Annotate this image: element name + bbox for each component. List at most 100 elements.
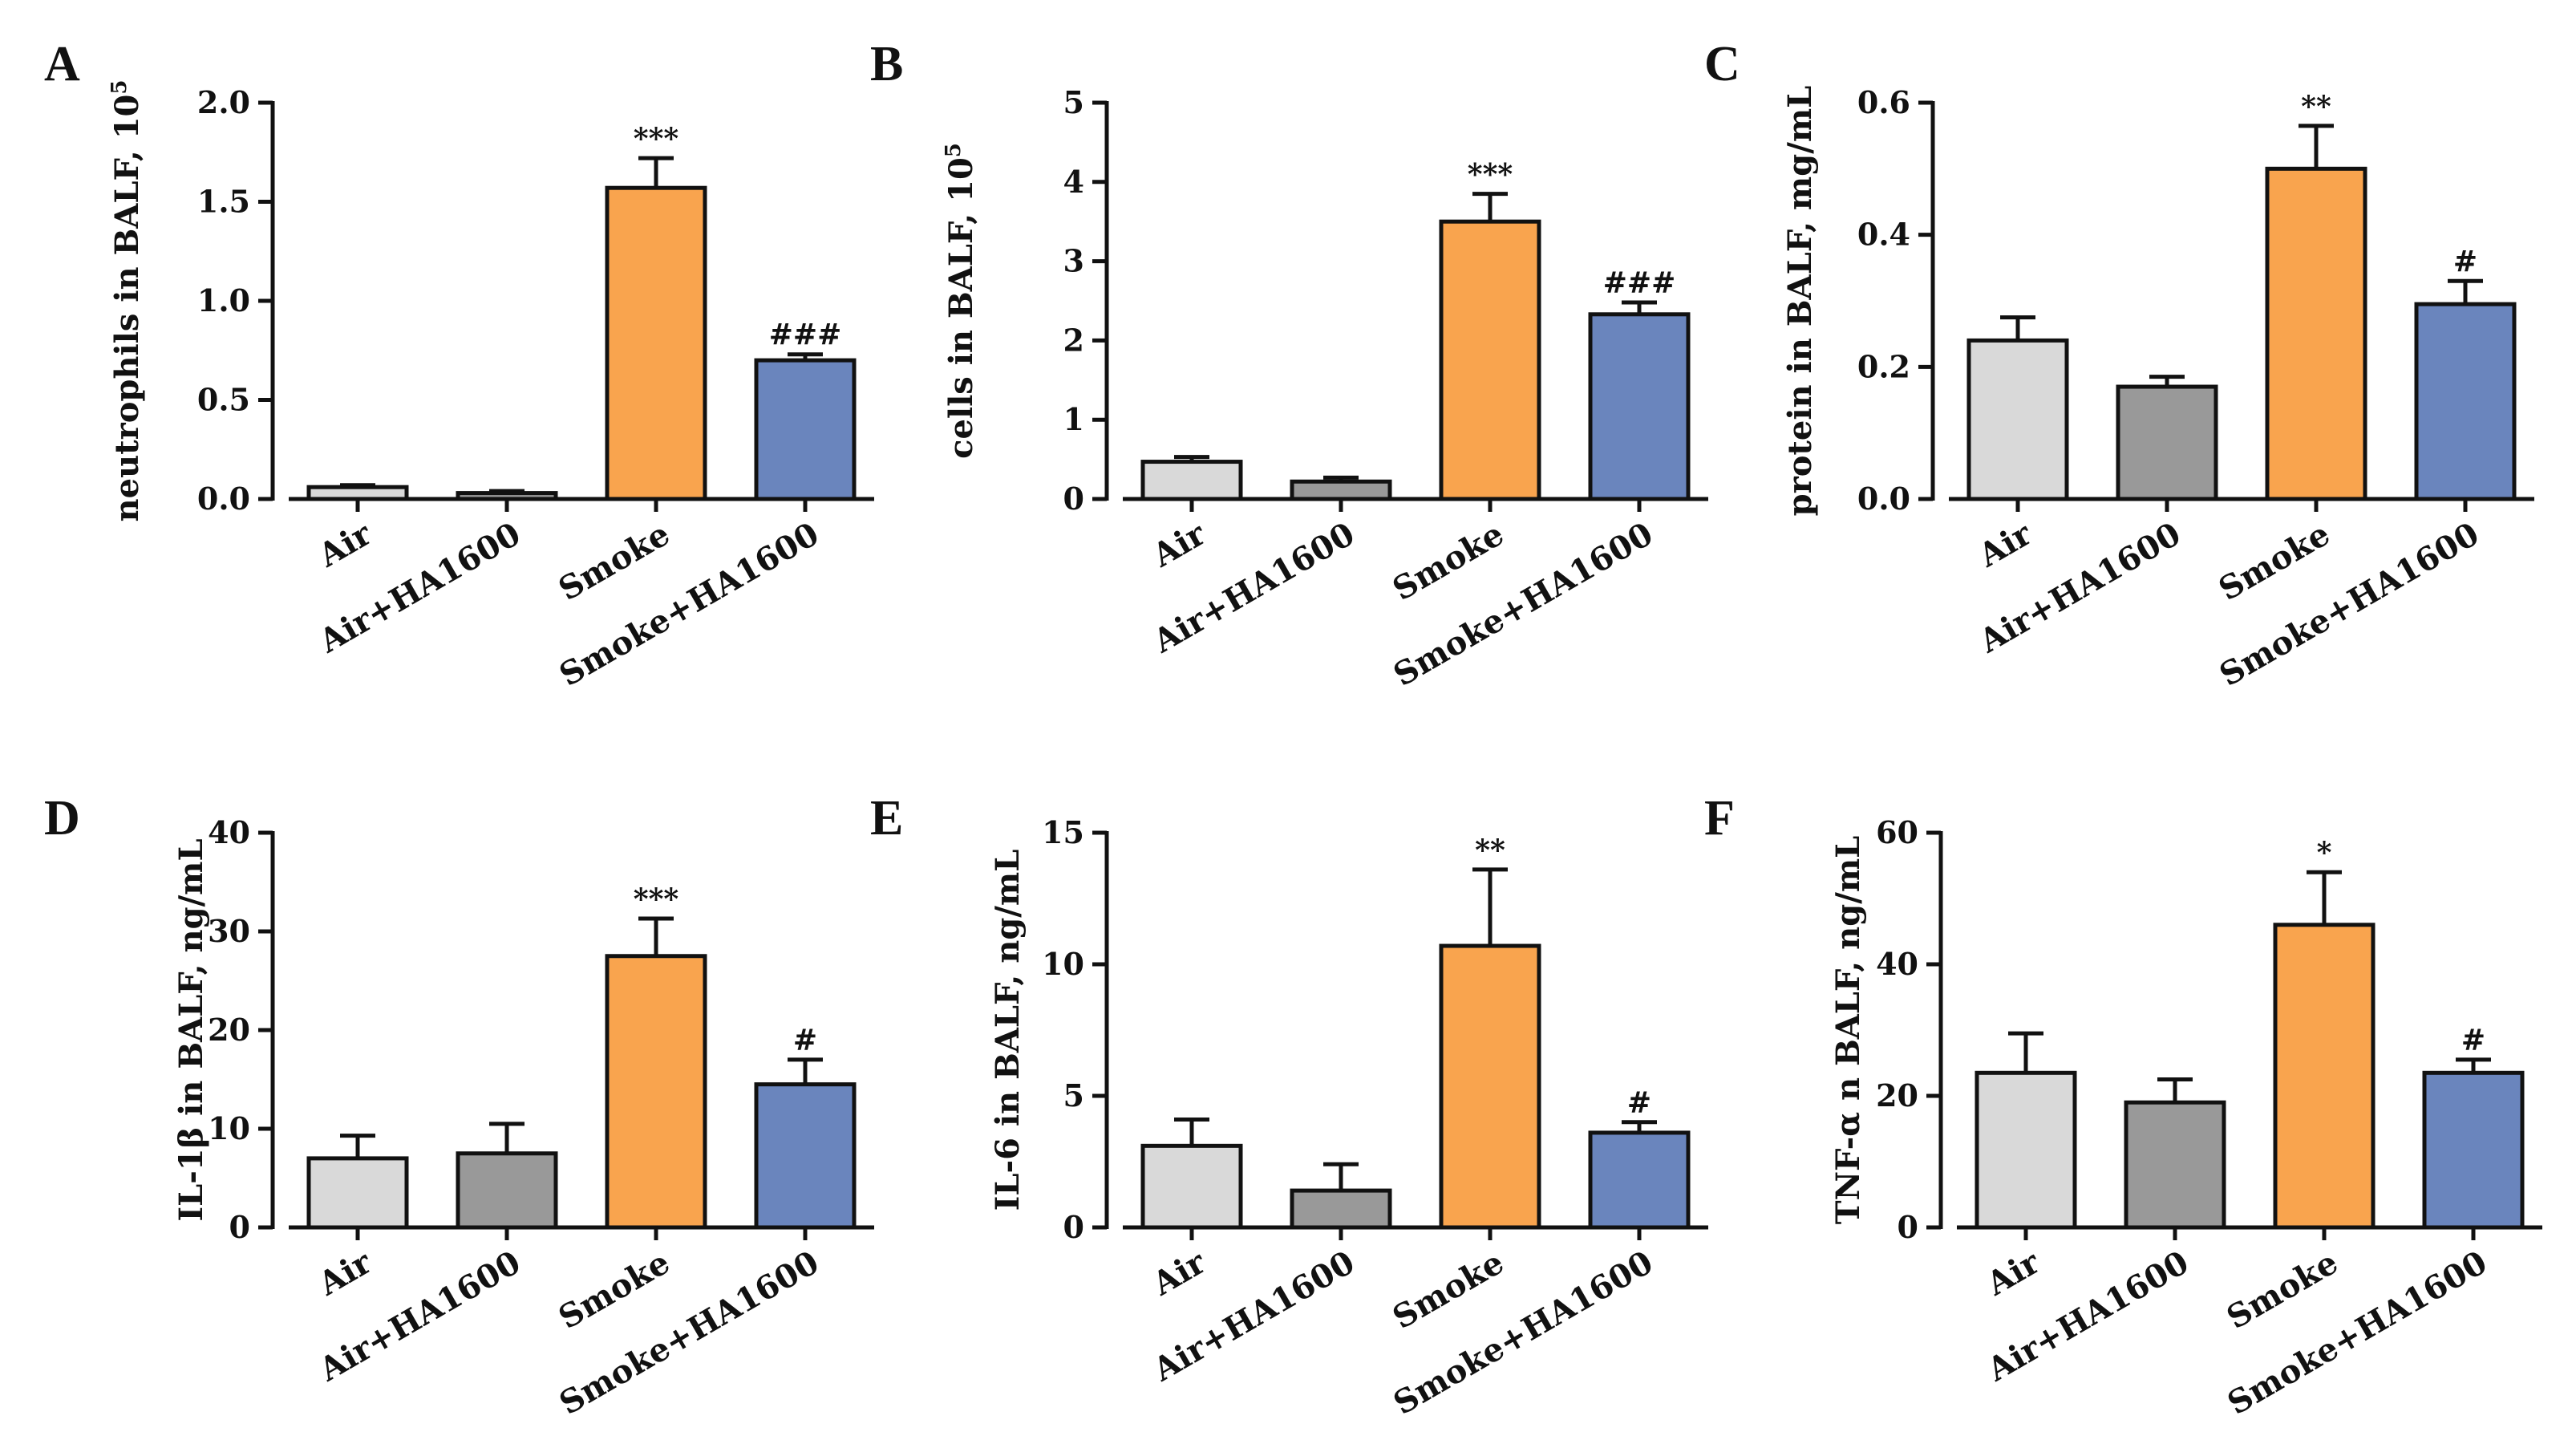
y-axis-title-text: protein in BALF, mg/mL	[1781, 86, 1819, 517]
y-tick-label: 10	[208, 1110, 250, 1146]
bar-smoke-plus-ha1600	[2414, 302, 2517, 501]
bar-air-plus-ha1600	[2124, 1100, 2226, 1230]
y-axis-title-text: TNF-α n BALF, ng/mL	[1829, 836, 1867, 1225]
bar-air	[306, 485, 409, 501]
y-tick-label: 1.0	[197, 282, 250, 318]
y-axis-title: neutrophils in BALF, 105	[107, 80, 146, 522]
y-axis-title: IL-6 in BALF, ng/mL	[989, 850, 1027, 1211]
bar-air-plus-ha1600	[456, 1151, 558, 1230]
x-category-label: Smoke	[1387, 515, 1510, 608]
significance-label: *	[2317, 836, 2332, 870]
y-tick-label: 15	[1042, 814, 1084, 850]
x-category-label: Smoke+HA1600	[553, 1243, 825, 1422]
y-tick-label: 0.0	[1857, 481, 1910, 517]
bar-air-plus-ha1600	[456, 491, 558, 501]
panel-letter: F	[1704, 791, 1735, 846]
y-axis-title-text: cells in BALF, 10	[942, 157, 980, 459]
y-axis-title: cells in BALF, 105	[942, 143, 980, 459]
panel-letter: B	[870, 37, 903, 91]
significance-label: ***	[634, 122, 679, 156]
y-tick-label: 0	[1898, 1209, 1918, 1245]
bar-air	[1140, 1143, 1243, 1230]
y-axis-title: TNF-α n BALF, ng/mL	[1829, 836, 1867, 1225]
significance-label: **	[2301, 90, 2331, 124]
panel-a: A 0.0 0.5 1.0 1.5 2.0 neutrophils in BALF, 105…	[44, 37, 874, 694]
x-category-label: Smoke+HA1600	[1387, 1243, 1659, 1422]
bar-smoke	[1439, 219, 1541, 501]
y-axis-title-text: IL-1β in BALF, ng/mL	[172, 838, 210, 1221]
x-category-label: Air	[311, 514, 378, 574]
bar-air-plus-ha1600	[1290, 1188, 1392, 1230]
bar-air-plus-ha1600	[2116, 384, 2218, 501]
y-tick-label: 0.0	[197, 481, 250, 517]
bar-smoke-plus-ha1600	[754, 358, 857, 501]
x-category-label: Air	[1971, 514, 2038, 574]
y-tick-label: 1	[1063, 401, 1084, 437]
significance-label: #	[2453, 245, 2477, 278]
y-tick-label: 5	[1063, 84, 1084, 120]
bar-air	[1140, 460, 1243, 501]
y-axis-title: protein in BALF, mg/mL	[1781, 86, 1819, 517]
bar-smoke	[605, 185, 707, 501]
significance-label: ***	[1468, 158, 1513, 192]
y-tick-label: 0.2	[1857, 348, 1910, 384]
x-category-label: Smoke	[2213, 515, 2336, 608]
y-tick-label: 20	[1876, 1077, 1918, 1114]
y-tick-label: 0.5	[197, 382, 250, 418]
bar-smoke	[1439, 943, 1541, 1230]
x-category-label: Air	[1979, 1243, 2046, 1303]
significance-label: #	[2461, 1024, 2485, 1057]
x-category-label: Smoke	[2221, 1243, 2344, 1337]
y-tick-label: 0.6	[1857, 84, 1910, 120]
y-tick-label: 1.5	[197, 184, 250, 220]
panel-letter: C	[1704, 37, 1740, 91]
x-category-label: Smoke+HA1600	[553, 515, 825, 694]
y-axis-title: IL-1β in BALF, ng/mL	[172, 838, 210, 1221]
y-axis-title-text: IL-6 in BALF, ng/mL	[989, 850, 1027, 1211]
bar-air	[1966, 338, 2069, 501]
bar-smoke	[2273, 923, 2376, 1230]
significance-label: #	[1627, 1086, 1651, 1120]
x-category-label: Air	[1145, 1243, 1212, 1303]
y-axis-title-text: neutrophils in BALF, 10	[108, 95, 146, 522]
bar-air	[306, 1156, 409, 1230]
y-tick-label: 40	[1876, 946, 1918, 982]
bar-smoke-plus-ha1600	[1588, 312, 1691, 501]
bar-smoke	[605, 954, 707, 1230]
y-tick-label: 40	[208, 814, 250, 850]
bar-smoke-plus-ha1600	[754, 1082, 857, 1230]
bar-smoke	[2265, 166, 2367, 501]
y-tick-label: 0	[229, 1209, 250, 1245]
x-category-label: Air	[1145, 514, 1212, 574]
x-category-label: Smoke+HA1600	[1387, 515, 1659, 694]
bar-smoke-plus-ha1600	[2422, 1070, 2525, 1230]
y-axis-title-superscript: 5	[107, 80, 132, 95]
y-tick-label: 60	[1876, 814, 1918, 850]
y-tick-label: 30	[208, 913, 250, 949]
bar-air-plus-ha1600	[1290, 479, 1392, 501]
y-tick-label: 5	[1063, 1077, 1084, 1114]
y-tick-label: 0	[1063, 481, 1084, 517]
significance-label: **	[1475, 834, 1505, 867]
x-category-label: Smoke+HA1600	[2222, 1243, 2493, 1422]
panel-letter: D	[44, 791, 80, 846]
panel-letter: A	[44, 37, 80, 91]
y-tick-label: 20	[208, 1012, 250, 1048]
significance-label: #	[793, 1024, 817, 1057]
x-category-label: Air	[311, 1243, 378, 1303]
panel-letter: E	[870, 791, 903, 846]
y-tick-label: 10	[1042, 946, 1084, 982]
significance-label: ***	[634, 882, 679, 916]
significance-label: ###	[769, 318, 842, 352]
y-tick-label: 2	[1063, 322, 1084, 358]
significance-label: ###	[1603, 266, 1676, 300]
y-tick-label: 3	[1063, 243, 1084, 279]
x-category-label: Smoke+HA1600	[2213, 515, 2485, 694]
bar-smoke-plus-ha1600	[1588, 1130, 1691, 1230]
y-tick-label: 2.0	[197, 84, 250, 120]
